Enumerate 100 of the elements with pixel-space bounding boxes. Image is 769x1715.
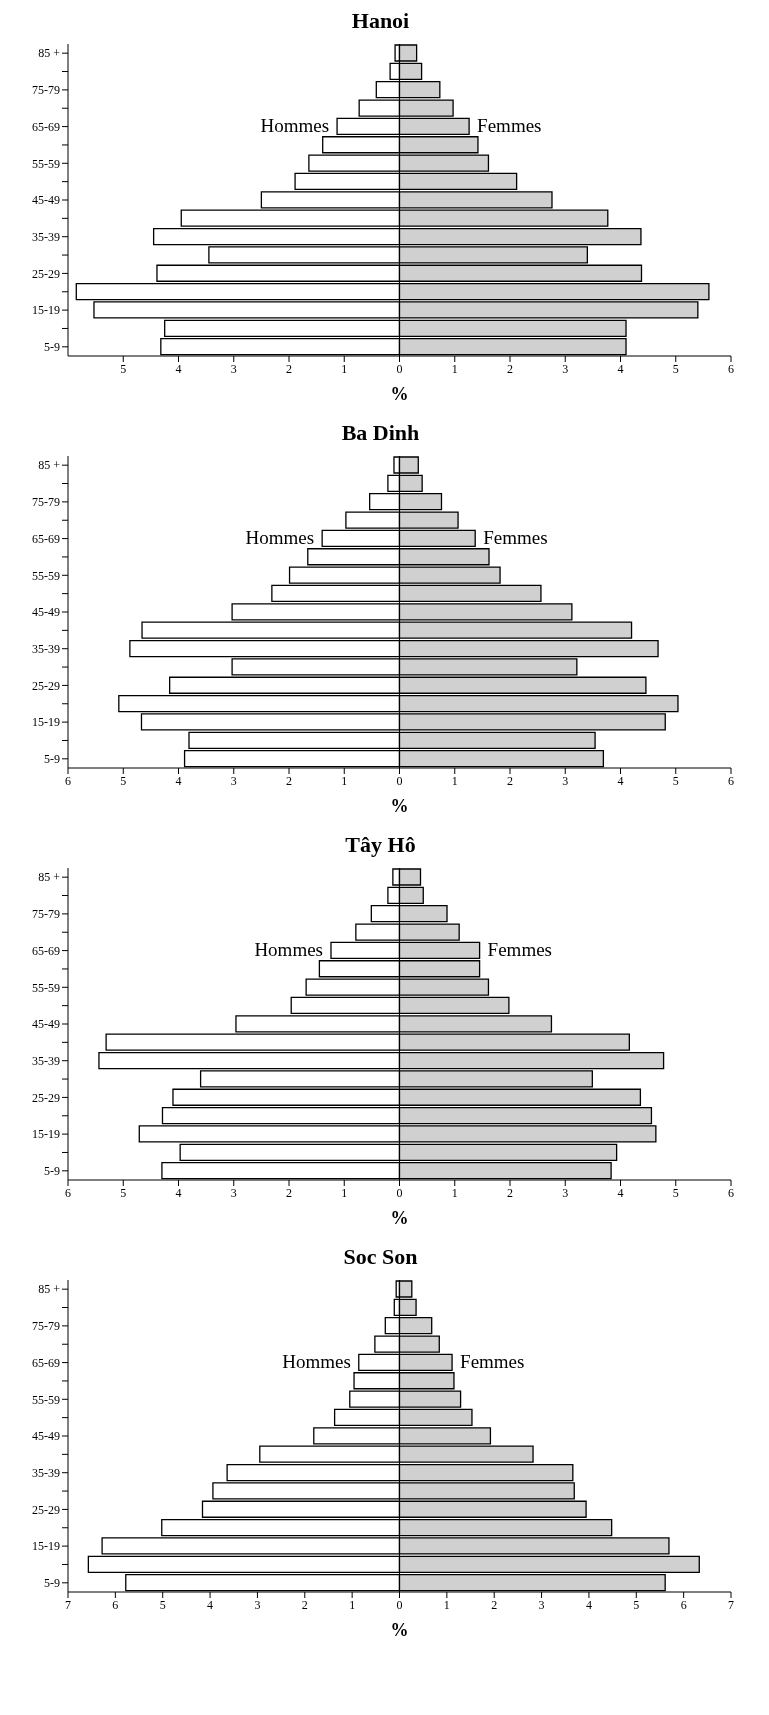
x-tick-label: 6 (65, 1185, 71, 1200)
x-tick-label: 3 (562, 773, 569, 788)
y-tick-label: 35-39 (32, 641, 60, 656)
series-label: Femmes (460, 1350, 525, 1373)
x-tick-label: 4 (175, 1185, 182, 1200)
series-label: Femmes (487, 938, 552, 961)
x-tick-label: 1 (451, 773, 458, 788)
x-tick-label: 6 (728, 361, 734, 376)
x-tick-label: 1 (349, 1597, 356, 1612)
x-tick-label: 2 (491, 1597, 498, 1612)
y-tick-label: 85 + (38, 870, 61, 885)
y-tick-label: 15-19 (32, 715, 60, 730)
x-tick-label: 3 (562, 361, 569, 376)
x-tick-label: 7 (65, 1597, 71, 1612)
x-tick-label: 3 (230, 1185, 237, 1200)
x-tick-label: 6 (112, 1597, 119, 1612)
x-tick-label: 1 (451, 1185, 458, 1200)
x-tick-label: 5 (120, 773, 127, 788)
x-tick-label: 0 (396, 1185, 403, 1200)
x-tick-label: 1 (451, 361, 458, 376)
x-tick-label: 5 (120, 1185, 127, 1200)
y-tick-label: 75-79 (32, 907, 60, 922)
x-tick-label: 0 (396, 1597, 403, 1612)
y-tick-label: 65-69 (32, 531, 60, 546)
y-tick-label: 15-19 (32, 1127, 60, 1142)
y-tick-label: 55-59 (32, 980, 60, 995)
x-tick-label: 5 (672, 361, 679, 376)
x-tick-label: 3 (230, 361, 237, 376)
x-tick-label: 2 (286, 1185, 292, 1200)
y-tick-label: 15-19 (32, 1539, 60, 1554)
x-tick-label: 3 (538, 1597, 545, 1612)
y-tick-label: 65-69 (32, 119, 60, 134)
y-tick-label: 45-49 (32, 1017, 60, 1032)
x-tick-label: 5 (120, 361, 127, 376)
y-tick-label: 35-39 (32, 1053, 60, 1068)
chart-title: Ba Dinh (340, 420, 421, 447)
x-tick-label: 2 (286, 773, 292, 788)
y-tick-label: 25-29 (32, 266, 60, 281)
x-tick-label: 6 (65, 773, 71, 788)
x-axis-title: % (390, 796, 409, 816)
x-tick-label: 0 (396, 361, 403, 376)
y-tick-label: 25-29 (32, 678, 60, 693)
x-tick-label: 4 (617, 773, 624, 788)
y-tick-label: 55-59 (32, 568, 60, 583)
y-tick-label: 5-9 (44, 752, 60, 767)
chart-title: Soc Son (342, 1244, 419, 1271)
y-tick-label: 85 + (38, 458, 61, 473)
y-tick-label: 55-59 (32, 1392, 60, 1407)
y-tick-label: 25-29 (32, 1090, 60, 1105)
x-tick-label: 2 (507, 1185, 513, 1200)
x-tick-label: 6 (728, 773, 734, 788)
x-tick-label: 6 (728, 1185, 734, 1200)
series-label: Hommes (282, 1350, 351, 1373)
y-tick-label: 15-19 (32, 303, 60, 318)
y-tick-label: 85 + (38, 46, 61, 61)
y-tick-label: 45-49 (32, 605, 60, 620)
x-tick-label: 4 (585, 1597, 592, 1612)
chart-title: Tây Hô (344, 832, 417, 859)
x-tick-label: 2 (286, 361, 292, 376)
y-tick-label: 65-69 (32, 1355, 60, 1370)
y-tick-label: 75-79 (32, 83, 60, 98)
series-label: Hommes (254, 938, 323, 961)
y-tick-label: 5-9 (44, 1576, 60, 1591)
x-tick-label: 0 (396, 773, 403, 788)
y-tick-label: 35-39 (32, 229, 60, 244)
x-tick-label: 5 (672, 1185, 679, 1200)
y-tick-label: 75-79 (32, 1319, 60, 1334)
y-tick-label: 85 + (38, 1282, 61, 1297)
x-tick-label: 4 (175, 361, 182, 376)
x-tick-label: 5 (672, 773, 679, 788)
y-tick-label: 65-69 (32, 943, 60, 958)
y-tick-label: 5-9 (44, 1164, 60, 1179)
y-tick-label: 75-79 (32, 495, 60, 510)
x-tick-label: 1 (443, 1597, 450, 1612)
x-tick-label: 2 (507, 773, 513, 788)
x-tick-label: 1 (341, 361, 348, 376)
x-tick-label: 4 (617, 361, 624, 376)
series-label: Hommes (260, 114, 330, 137)
x-tick-label: 4 (207, 1597, 214, 1612)
series-label: Hommes (245, 526, 315, 549)
y-tick-label: 25-29 (32, 1502, 60, 1517)
x-tick-label: 3 (254, 1597, 261, 1612)
chart-title: Hanoi (350, 8, 411, 35)
x-tick-label: 3 (230, 773, 237, 788)
x-tick-label: 4 (175, 773, 182, 788)
series-label: Femmes (483, 526, 548, 549)
y-tick-label: 45-49 (32, 193, 60, 208)
x-tick-label: 6 (680, 1597, 687, 1612)
x-tick-label: 5 (159, 1597, 166, 1612)
x-tick-label: 1 (341, 773, 348, 788)
x-tick-label: 5 (633, 1597, 640, 1612)
x-axis-title: % (390, 1620, 409, 1640)
x-axis-title: % (390, 1208, 409, 1228)
x-tick-label: 2 (301, 1597, 308, 1612)
x-axis-title: % (390, 384, 409, 404)
x-tick-label: 3 (562, 1185, 569, 1200)
x-tick-label: 7 (728, 1597, 734, 1612)
y-tick-label: 35-39 (32, 1465, 60, 1480)
y-tick-label: 45-49 (32, 1429, 60, 1444)
y-tick-label: 55-59 (32, 156, 60, 171)
